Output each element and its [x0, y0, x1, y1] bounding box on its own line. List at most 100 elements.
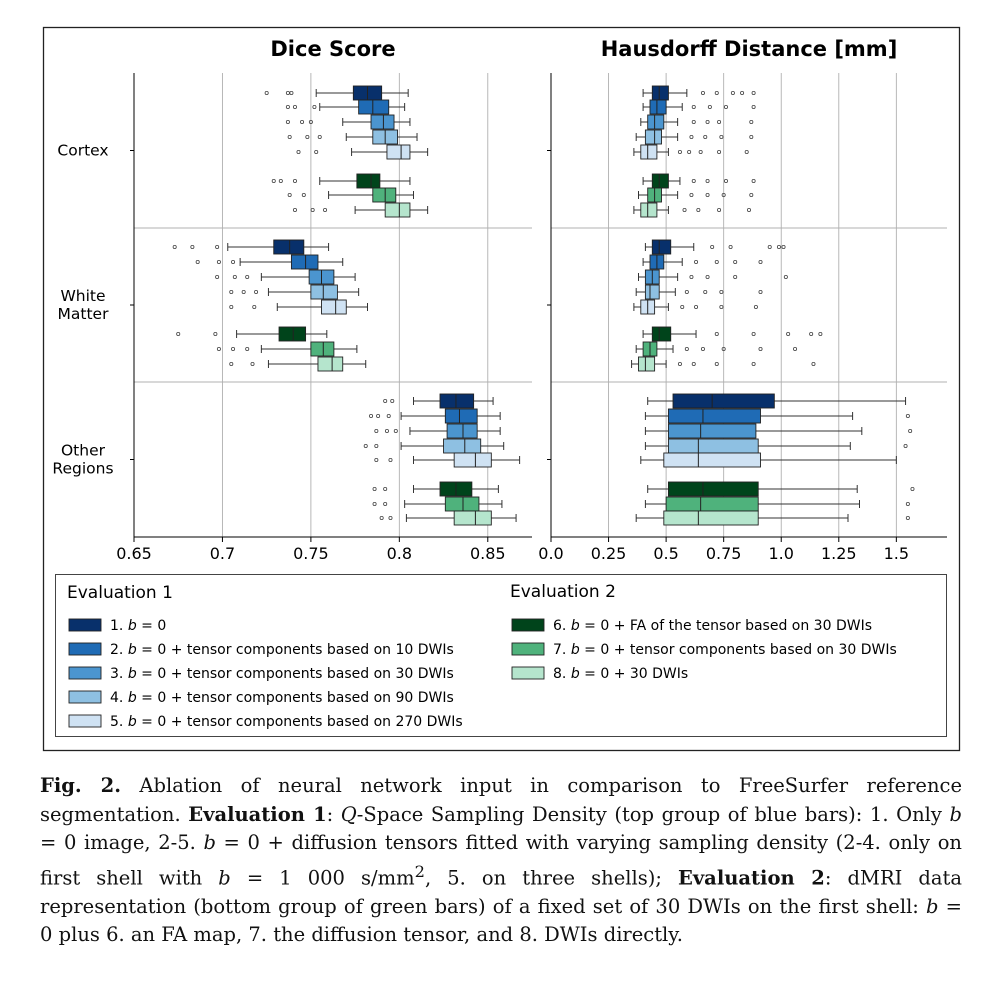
- caption-evaluation-2: Evaluation 2: [677, 866, 825, 889]
- flier-point: [172, 244, 177, 249]
- box-iqr: [321, 299, 347, 315]
- flier-point: [905, 516, 910, 521]
- box-series-6: [271, 173, 411, 189]
- box-series-3: [644, 423, 913, 439]
- legend-entry-label: 3. b = 0 + tensor components based on 30…: [110, 666, 454, 682]
- caption-text: :: [326, 802, 341, 826]
- x-tick-label: 1.5: [884, 544, 909, 563]
- box-iqr: [672, 393, 775, 409]
- flier-point: [314, 149, 319, 154]
- flier-point: [781, 244, 786, 249]
- box-series-7: [216, 341, 358, 357]
- flier-point: [388, 516, 393, 521]
- panel-title: Hausdorff Distance [mm]: [601, 37, 898, 61]
- flier-point: [758, 346, 763, 351]
- box-series-6: [647, 481, 915, 497]
- box-iqr: [278, 326, 307, 342]
- box-iqr: [439, 393, 475, 409]
- caption-evaluation-1: Evaluation 1: [188, 802, 327, 826]
- flier-point: [696, 207, 701, 212]
- flier-point: [264, 91, 269, 96]
- flier-point: [728, 244, 733, 249]
- box-series-1: [264, 85, 409, 101]
- flier-point: [241, 289, 246, 294]
- x-tick-label: 0.75: [293, 544, 329, 563]
- flier-point: [705, 120, 710, 125]
- flier-point: [285, 105, 290, 110]
- flier-point: [195, 259, 200, 264]
- box-iqr: [663, 452, 761, 468]
- panel-title: Dice Score: [270, 37, 395, 61]
- flier-point: [691, 105, 696, 110]
- flier-point: [687, 149, 692, 154]
- flier-point: [296, 149, 301, 154]
- flier-point: [384, 428, 389, 433]
- box-iqr: [647, 114, 665, 130]
- flier-point: [393, 428, 398, 433]
- box-series-3: [374, 423, 501, 439]
- flier-point: [751, 178, 756, 183]
- box-iqr: [667, 408, 761, 424]
- box-iqr: [665, 496, 759, 512]
- flier-point: [714, 259, 719, 264]
- flier-point: [751, 331, 756, 336]
- box-series-1: [642, 85, 756, 101]
- box-iqr: [358, 99, 390, 115]
- box-series-7: [637, 187, 754, 203]
- flier-point: [216, 346, 221, 351]
- flier-point: [278, 178, 283, 183]
- box-iqr: [638, 356, 656, 372]
- box-series-8: [229, 356, 367, 372]
- x-tick-label: 0.0: [538, 544, 563, 563]
- flier-point: [374, 457, 379, 462]
- box-series-1: [644, 239, 786, 255]
- flier-point: [717, 149, 722, 154]
- box-iqr: [444, 496, 480, 512]
- caption-text: = 0 + diffusion tensors fitted with vary…: [40, 831, 962, 889]
- flier-point: [372, 486, 377, 491]
- box-iqr: [290, 254, 319, 270]
- flier-point: [680, 304, 685, 309]
- flier-point: [719, 134, 724, 139]
- box-iqr: [640, 144, 658, 160]
- box-series-4: [635, 129, 754, 145]
- flier-point: [691, 178, 696, 183]
- flier-point: [250, 361, 255, 366]
- caption-text: : dMRI data representation (bottom group…: [40, 866, 962, 918]
- flier-point: [376, 413, 381, 418]
- caption-text: , 5. on three shells);: [424, 866, 678, 889]
- box-iqr: [444, 408, 478, 424]
- box-series-8: [292, 202, 429, 218]
- box-series-1: [383, 393, 494, 409]
- box-series-2: [642, 99, 756, 115]
- caption-text: -Space Sampling Density (top group of bl…: [356, 802, 950, 826]
- flier-point: [751, 361, 756, 366]
- x-tick-label: 1.0: [769, 544, 794, 563]
- caption-text: = 1 000 s/mm: [230, 866, 415, 889]
- flier-point: [710, 244, 715, 249]
- box-series-7: [644, 496, 910, 512]
- flier-point: [700, 91, 705, 96]
- region-label: Cortex: [57, 142, 108, 160]
- flier-point: [749, 120, 754, 125]
- flier-point: [383, 501, 388, 506]
- flier-point: [301, 192, 306, 197]
- box-series-3: [637, 269, 788, 285]
- flier-point: [714, 331, 719, 336]
- flier-point: [744, 149, 749, 154]
- chart-panel: Dice Score 0.65 0.7 0.75 0.8 0.85 Cortex White M…: [52, 37, 532, 563]
- box-iqr: [273, 239, 305, 255]
- flier-point: [386, 413, 391, 418]
- flier-point: [905, 501, 910, 506]
- flier-point: [292, 178, 297, 183]
- box-iqr: [667, 438, 759, 454]
- flier-point: [749, 192, 754, 197]
- box-iqr: [386, 144, 411, 160]
- flier-point: [312, 105, 317, 110]
- flier-point: [229, 289, 234, 294]
- flier-point: [289, 91, 294, 96]
- box-series-3: [215, 269, 356, 285]
- flier-point: [753, 304, 758, 309]
- x-tick-label: 1.25: [821, 544, 857, 563]
- flier-point: [903, 443, 908, 448]
